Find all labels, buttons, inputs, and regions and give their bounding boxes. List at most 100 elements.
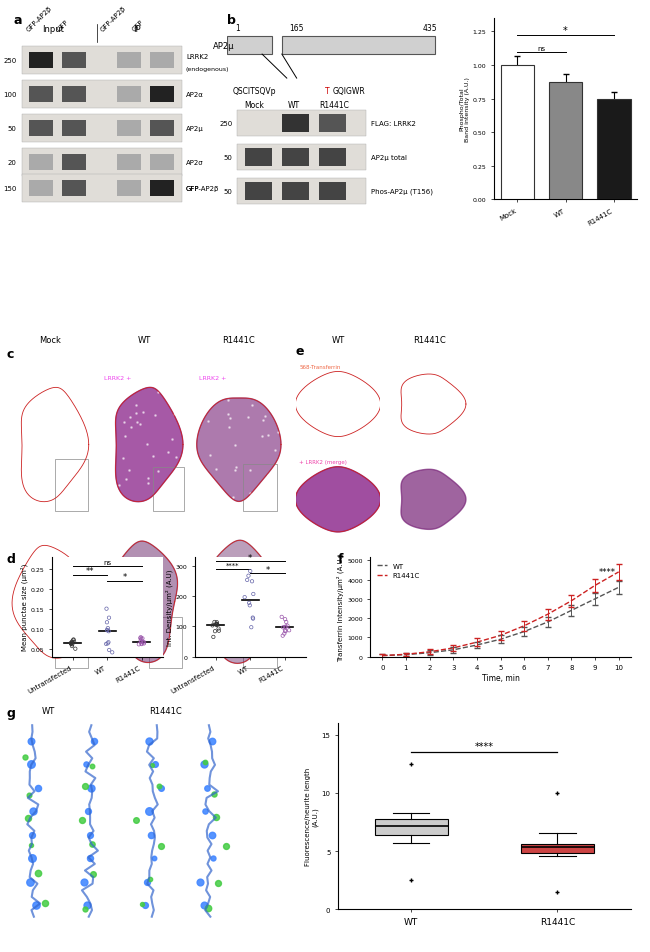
Point [223, 659, 233, 674]
Point [120, 638, 131, 653]
Point [224, 551, 235, 566]
Point [107, 573, 118, 588]
Bar [282, 115, 309, 133]
Point [328, 389, 338, 405]
Text: 20: 20 [8, 160, 17, 166]
Point [205, 576, 216, 591]
Point [114, 478, 125, 493]
Point [332, 413, 343, 428]
Point [420, 423, 430, 438]
Point [304, 397, 315, 412]
Point [23, 650, 34, 665]
Point [125, 598, 135, 613]
Point [19, 565, 29, 580]
Bar [319, 149, 346, 167]
Point [68, 632, 79, 647]
Point [25, 733, 36, 748]
Point [80, 609, 90, 625]
Bar [150, 181, 174, 197]
Point [53, 657, 64, 672]
Point [270, 444, 280, 459]
Point [366, 434, 376, 449]
WT [615, 582, 623, 593]
Point [113, 531, 124, 546]
Point [140, 528, 151, 544]
Point [162, 661, 173, 676]
Point [232, 628, 242, 644]
Point [43, 560, 53, 575]
Point [26, 757, 36, 772]
Point [207, 827, 218, 843]
Point [35, 452, 46, 467]
Point [44, 585, 54, 600]
Point [139, 624, 150, 639]
Bar [549, 84, 582, 200]
Point [222, 649, 232, 664]
Point [109, 646, 119, 662]
Point [280, 624, 290, 639]
R1441C [426, 646, 434, 658]
Bar [243, 617, 277, 668]
Point [40, 456, 50, 471]
Point [20, 581, 30, 596]
Point [172, 557, 182, 572]
Point [435, 369, 445, 385]
Line: R1441C: R1441C [382, 572, 619, 656]
Point [136, 632, 146, 647]
Point [19, 409, 29, 425]
Point [21, 479, 32, 494]
Point [79, 598, 89, 613]
Text: AP2μ: AP2μ [186, 126, 203, 132]
Point [79, 779, 90, 794]
Point [324, 415, 335, 430]
Point [107, 637, 117, 652]
Point [222, 393, 233, 408]
Point [101, 602, 112, 617]
Point [410, 434, 421, 449]
Point [115, 642, 125, 657]
Polygon shape [204, 541, 276, 664]
Point [125, 410, 135, 426]
Point [195, 661, 205, 676]
Text: 50: 50 [224, 189, 233, 195]
Point [112, 616, 122, 631]
R1441C [591, 580, 599, 591]
Point [227, 632, 237, 647]
Point [242, 409, 253, 425]
Point [369, 394, 379, 409]
Point [47, 494, 58, 509]
Point [194, 874, 205, 889]
Point [204, 555, 214, 570]
Point [149, 650, 159, 665]
Point [66, 636, 77, 651]
Point [346, 379, 357, 394]
Point [236, 531, 246, 546]
Point [107, 543, 118, 558]
X-axis label: Time, min: Time, min [482, 673, 519, 683]
Point [135, 643, 145, 658]
Point [199, 406, 209, 421]
Text: Input: Input [42, 25, 64, 34]
Point [131, 407, 142, 422]
Point [318, 430, 329, 446]
Point [265, 557, 275, 572]
Point [100, 426, 110, 441]
Point [121, 645, 131, 660]
Point [20, 410, 31, 426]
Point [224, 420, 235, 435]
Point [248, 658, 259, 673]
R1441C [544, 609, 552, 621]
Point [244, 596, 254, 611]
Text: R1441C: R1441C [318, 101, 348, 109]
Point [54, 488, 64, 504]
Point [137, 631, 148, 646]
Point [241, 555, 252, 570]
Point [70, 642, 81, 657]
Point [85, 850, 96, 865]
Point [309, 435, 319, 450]
WT [567, 605, 575, 617]
Point [36, 601, 47, 616]
Text: AP2α: AP2α [198, 392, 214, 397]
Text: *: * [122, 572, 127, 581]
Point [141, 585, 151, 600]
